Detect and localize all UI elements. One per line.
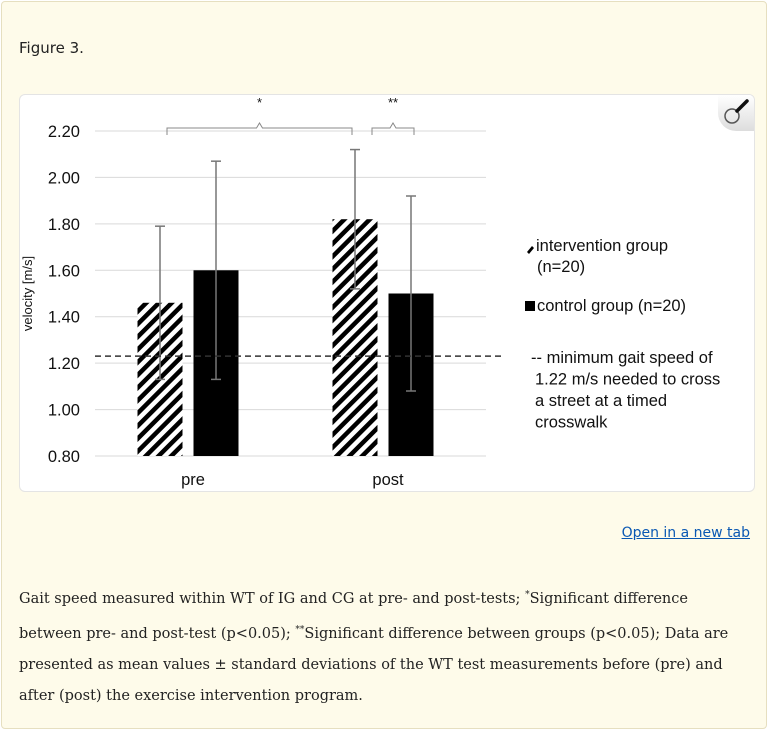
legend-label: 1.22 m/s needed to cross bbox=[535, 371, 720, 389]
y-tick-label: 1.20 bbox=[48, 355, 80, 373]
figure-caption: Gait speed measured within WT of IG and … bbox=[19, 580, 744, 712]
significance-bracket bbox=[371, 122, 415, 135]
caption-text: Significant difference between pre- and … bbox=[19, 590, 688, 642]
y-tick-label: 2.00 bbox=[48, 169, 80, 187]
caption-sup: ** bbox=[295, 624, 305, 635]
legend-label: control group (n=20) bbox=[537, 297, 686, 315]
legend-label: intervention group bbox=[536, 237, 668, 255]
caption-sup: * bbox=[525, 590, 530, 600]
y-tick-label: 0.80 bbox=[48, 448, 80, 466]
y-tick-label: 1.00 bbox=[48, 402, 80, 420]
open-in-new-tab-link[interactable]: Open in a new tab bbox=[621, 525, 750, 541]
legend-label: -- minimum gait speed of bbox=[531, 349, 713, 367]
zoom-button[interactable] bbox=[718, 95, 754, 131]
y-tick-label: 2.20 bbox=[48, 123, 80, 141]
y-tick-label: 1.80 bbox=[48, 216, 80, 234]
legend-label: crosswalk bbox=[535, 414, 608, 432]
legend-label: a street at a timed bbox=[535, 392, 667, 410]
legend-black-swatch bbox=[525, 301, 535, 311]
caption-text: Significant difference between groups (p… bbox=[19, 625, 729, 704]
figure-image[interactable]: 0.80 1.00 1.20 1.40 1.60 1.80 2.00 2.20 velocity… bbox=[19, 94, 755, 492]
caption-text: Gait speed measured within WT of IG and … bbox=[19, 590, 526, 607]
figure-title: Figure 3. bbox=[19, 39, 84, 57]
y-axis-label: velocity [m/s] bbox=[20, 256, 35, 331]
significance-bracket bbox=[166, 122, 353, 135]
significance-label: ** bbox=[388, 95, 398, 110]
legend-hatch-swatch bbox=[527, 246, 534, 254]
x-tick-label: post bbox=[372, 471, 404, 489]
significance-label: * bbox=[257, 95, 262, 110]
x-tick-label: pre bbox=[181, 471, 205, 489]
bar-chart: 0.80 1.00 1.20 1.40 1.60 1.80 2.00 2.20 velocity… bbox=[20, 95, 720, 489]
magnifier-icon bbox=[724, 99, 749, 124]
y-tick-label: 1.40 bbox=[48, 309, 80, 327]
y-tick-label: 1.60 bbox=[48, 262, 80, 280]
legend-label: (n=20) bbox=[537, 258, 585, 276]
